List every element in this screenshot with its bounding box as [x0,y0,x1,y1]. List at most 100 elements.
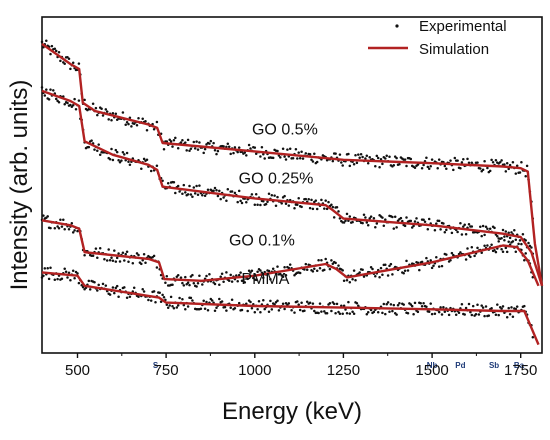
experimental-point [50,44,54,48]
experimental-point [97,283,100,287]
experimental-point [443,231,447,234]
experimental-point [230,298,234,302]
experimental-point [59,59,62,63]
element-label-sb: Sb [489,361,499,370]
experimental-point [386,301,390,304]
experimental-point [375,222,379,225]
experimental-point [459,251,462,254]
experimental-point [315,160,319,164]
experimental-point [193,147,197,150]
experimental-point [311,160,315,163]
experimental-point [460,233,464,236]
experimental-point [392,227,396,230]
experimental-point [262,276,265,279]
experimental-point [206,308,210,312]
experimental-point [348,280,352,284]
experimental-point [195,140,198,143]
experimental-point [524,239,527,242]
experimental-point [42,274,45,278]
element-label-nb: Nb [427,361,438,370]
experimental-point [185,149,188,152]
experimental-point [436,167,439,170]
experimental-point [300,301,303,304]
experimental-point [497,313,500,317]
experimental-point [410,304,414,308]
experimental-point [281,275,285,279]
experimental-point [374,275,377,278]
experimental-point [178,296,181,300]
experimental-point [430,266,434,270]
x-tick-label: 1500 [415,362,448,379]
experimental-point [191,195,194,198]
experimental-point [155,120,159,124]
experimental-point [409,157,413,161]
experimental-point [389,262,393,266]
experimental-point [483,159,486,163]
experimental-point [247,143,251,147]
experimental-point [98,153,102,157]
experimental-point [49,52,52,56]
experimental-point [67,271,71,275]
experimental-point [382,302,386,306]
series-label-go-0-1: GO 0.1% [229,233,295,250]
experimental-point [480,251,483,254]
experimental-point [166,182,170,185]
experimental-point [505,161,509,165]
experimental-point [348,312,352,315]
experimental-point [337,210,340,213]
experimental-point [486,227,489,231]
experimental-point [222,145,225,148]
experimental-point [140,262,143,266]
experimental-point [125,250,129,253]
experimental-point [127,260,130,263]
experimental-point [341,164,344,167]
experimental-point [108,157,112,161]
experimental-point [40,276,44,279]
experimental-point [507,231,510,235]
experimental-point [497,240,500,243]
experimental-point [384,157,387,160]
experimental-point [375,154,379,158]
experimental-point [262,200,265,203]
experimental-point [115,256,119,260]
experimental-point [372,310,376,314]
experimental-point [203,147,207,151]
experimental-point [317,311,320,315]
experimental-point [469,310,472,314]
experimental-point [308,153,312,156]
experimental-point [252,276,255,280]
experimental-point [184,275,187,279]
experimental-point [186,281,190,284]
experimental-point [406,311,410,315]
experimental-point [142,157,146,161]
experimental-point [218,189,221,193]
experimental-point [500,248,503,251]
experimental-point [249,300,252,304]
experimental-point [159,300,163,303]
experimental-point [384,263,387,267]
experimental-point [409,219,413,223]
experimental-point [259,203,262,207]
experimental-point [149,169,153,173]
experimental-point [368,217,371,220]
experimental-point [345,212,349,216]
experimental-point [476,303,479,307]
experimental-point [351,220,354,224]
experimental-point [301,157,305,160]
experimental-point [392,163,396,167]
experimental-point [63,103,66,106]
experimental-point [382,224,386,228]
experimental-point [184,308,187,311]
experimental-point [247,269,251,273]
experimental-point [76,229,79,233]
experimental-point [362,275,366,278]
experimental-point [229,273,232,277]
experimental-point [114,286,118,290]
experimental-point [94,106,98,110]
experimental-point [118,260,122,263]
experimental-point [348,164,352,168]
experimental-point [362,213,366,216]
experimental-point [198,274,201,277]
experimental-point [384,312,387,316]
experimental-point [56,277,59,281]
